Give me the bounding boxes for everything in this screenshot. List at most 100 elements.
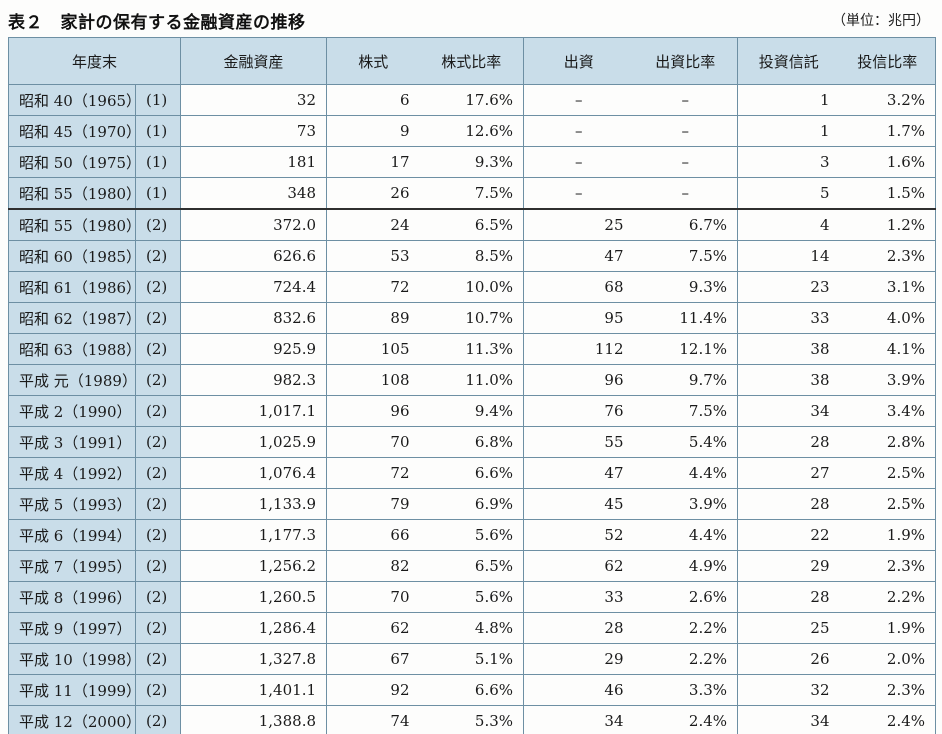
cell-trust: 4 bbox=[737, 208, 840, 241]
cell-trust: 22 bbox=[737, 519, 840, 551]
cell-trust-ratio: 4.0% bbox=[839, 302, 937, 334]
table-row: 昭和 55（1980） (1) 348 26 7.5% – –5 1.5% bbox=[8, 177, 937, 210]
cell-assets: 1,133.9 bbox=[180, 488, 328, 520]
cell-investment: 62 bbox=[523, 550, 634, 582]
cell-series: (2) bbox=[134, 612, 182, 644]
cell-series: (2) bbox=[134, 333, 182, 365]
cell-series: (1) bbox=[134, 146, 182, 178]
cell-investment-ratio: 9.3% bbox=[633, 271, 739, 303]
cell-stock: 105 bbox=[326, 333, 420, 365]
cell-assets: 1,017.1 bbox=[180, 395, 328, 427]
table-row: 平成 4（1992） (2) 1,076.4 72 6.6% 47 4.4% 27 2.5% bbox=[8, 457, 937, 489]
cell-trust: 29 bbox=[737, 550, 840, 582]
cell-year: 昭和 40（1965） bbox=[8, 84, 136, 116]
cell-trust-ratio: 1.9% bbox=[839, 612, 937, 644]
cell-stock-ratio: 5.6% bbox=[419, 581, 525, 613]
cell-series: (1) bbox=[134, 177, 182, 210]
cell-stock-ratio: 7.5% bbox=[419, 177, 525, 210]
cell-year: 平成 12（2000） bbox=[8, 705, 136, 734]
table-body: 昭和 40（1965） (1) 32 6 17.6% – –1 3.2% 昭和 45（1970）… bbox=[8, 84, 937, 734]
cell-investment: – bbox=[523, 115, 634, 147]
cell-stock-ratio: 11.3% bbox=[419, 333, 525, 365]
cell-stock-ratio: 9.4% bbox=[419, 395, 525, 427]
cell-investment-ratio: 4.4% bbox=[633, 457, 739, 489]
cell-stock-ratio: 6.6% bbox=[419, 674, 525, 706]
cell-stock: 96 bbox=[326, 395, 420, 427]
cell-investment-ratio: 2.2% bbox=[633, 612, 739, 644]
table-row: 平成 11（1999） (2) 1,401.1 92 6.6% 46 3.3% 32 2.3% bbox=[8, 674, 937, 706]
cell-trust: 32 bbox=[737, 674, 840, 706]
cell-stock: 17 bbox=[326, 146, 420, 178]
cell-stock: 108 bbox=[326, 364, 420, 396]
cell-year: 昭和 55（1980） bbox=[8, 177, 136, 210]
cell-stock-ratio: 6.6% bbox=[419, 457, 525, 489]
cell-year: 平成 5（1993） bbox=[8, 488, 136, 520]
cell-trust: 33 bbox=[737, 302, 840, 334]
cell-trust-ratio: 2.8% bbox=[839, 426, 937, 458]
cell-stock-ratio: 6.9% bbox=[419, 488, 525, 520]
header-trust: 投資信託 bbox=[737, 37, 840, 85]
cell-trust-ratio: 3.4% bbox=[839, 395, 937, 427]
cell-series: (2) bbox=[134, 705, 182, 734]
cell-assets: 348 bbox=[180, 177, 328, 210]
cell-trust-ratio: 1.5% bbox=[839, 177, 937, 210]
cell-series: (1) bbox=[134, 115, 182, 147]
cell-series: (2) bbox=[134, 240, 182, 272]
cell-stock: 24 bbox=[326, 208, 420, 241]
cell-stock-ratio: 11.0% bbox=[419, 364, 525, 396]
cell-series: (2) bbox=[134, 674, 182, 706]
header-trust-ratio: 投信比率 bbox=[839, 37, 937, 85]
cell-year: 平成 8（1996） bbox=[8, 581, 136, 613]
table-row: 昭和 60（1985） (2) 626.6 53 8.5% 47 7.5% 14 2.3% bbox=[8, 240, 937, 272]
table-row: 平成 2（1990） (2) 1,017.1 96 9.4% 76 7.5% 34 3.4% bbox=[8, 395, 937, 427]
cell-series: (2) bbox=[134, 426, 182, 458]
cell-investment-ratio: – bbox=[633, 146, 739, 178]
cell-stock: 70 bbox=[326, 426, 420, 458]
cell-stock-ratio: 12.6% bbox=[419, 115, 525, 147]
cell-year: 平成 4（1992） bbox=[8, 457, 136, 489]
cell-series: (2) bbox=[134, 643, 182, 675]
table-row: 昭和 40（1965） (1) 32 6 17.6% – –1 3.2% bbox=[8, 84, 937, 116]
cell-year: 平成 7（1995） bbox=[8, 550, 136, 582]
table-row: 平成 元（1989） (2) 982.3 108 11.0% 96 9.7% 38 3.9% bbox=[8, 364, 937, 396]
cell-investment-ratio: 11.4% bbox=[633, 302, 739, 334]
cell-series: (2) bbox=[134, 208, 182, 241]
cell-stock: 72 bbox=[326, 271, 420, 303]
table-row: 昭和 63（1988） (2) 925.9 105 11.3% 112 12.1% 38 4.1… bbox=[8, 333, 937, 365]
header-assets: 金融資産 bbox=[180, 37, 328, 85]
cell-investment-ratio: 7.5% bbox=[633, 395, 739, 427]
header-stock-ratio: 株式比率 bbox=[419, 37, 525, 85]
financial-assets-table: 年度末 金融資産 株式 株式比率 出資 出資比率 投資信託 投信比率 昭和 40… bbox=[7, 37, 937, 734]
cell-trust-ratio: 4.1% bbox=[839, 333, 937, 365]
cell-assets: 1,256.2 bbox=[180, 550, 328, 582]
cell-stock-ratio: 10.0% bbox=[419, 271, 525, 303]
cell-investment-ratio: – bbox=[633, 84, 739, 116]
cell-year: 昭和 55（1980） bbox=[8, 208, 136, 241]
cell-trust-ratio: 2.3% bbox=[839, 240, 937, 272]
cell-stock-ratio: 5.3% bbox=[419, 705, 525, 734]
cell-stock-ratio: 10.7% bbox=[419, 302, 525, 334]
cell-assets: 1,177.3 bbox=[180, 519, 328, 551]
cell-investment-ratio: 3.3% bbox=[633, 674, 739, 706]
cell-trust: 34 bbox=[737, 395, 840, 427]
cell-trust: 26 bbox=[737, 643, 840, 675]
cell-trust-ratio: 3.9% bbox=[839, 364, 937, 396]
table-row: 昭和 55（1980） (2) 372.0 24 6.5% 25 6.7% 4 1.2% bbox=[8, 208, 937, 241]
unit-label: （単位：兆円） bbox=[832, 13, 930, 29]
cell-trust: 5 bbox=[737, 177, 840, 210]
cell-assets: 372.0 bbox=[180, 208, 328, 241]
cell-trust-ratio: 2.4% bbox=[839, 705, 937, 734]
cell-stock: 89 bbox=[326, 302, 420, 334]
cell-trust-ratio: 2.5% bbox=[839, 488, 937, 520]
cell-stock: 92 bbox=[326, 674, 420, 706]
cell-trust-ratio: 1.7% bbox=[839, 115, 937, 147]
cell-trust: 38 bbox=[737, 364, 840, 396]
cell-investment: 34 bbox=[523, 705, 634, 734]
cell-stock: 26 bbox=[326, 177, 420, 210]
cell-investment-ratio: 7.5% bbox=[633, 240, 739, 272]
cell-trust: 34 bbox=[737, 705, 840, 734]
cell-series: (2) bbox=[134, 519, 182, 551]
cell-trust: 1 bbox=[737, 84, 840, 116]
cell-investment: 76 bbox=[523, 395, 634, 427]
cell-investment: 95 bbox=[523, 302, 634, 334]
